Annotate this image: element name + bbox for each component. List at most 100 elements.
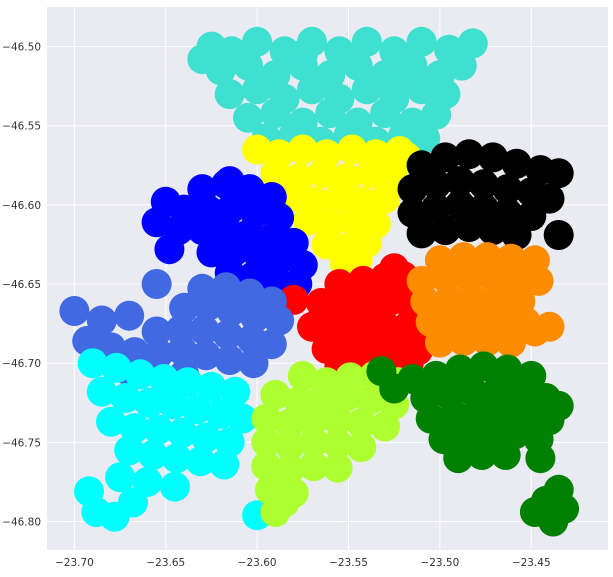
x-tick-label: −23.55: [329, 557, 368, 569]
cluster-series: [366, 351, 580, 537]
data-point: [125, 359, 156, 390]
x-tick-label: −23.65: [146, 557, 185, 569]
data-point: [240, 302, 271, 333]
data-point: [410, 123, 441, 154]
data-point: [227, 403, 258, 434]
data-point: [430, 142, 461, 173]
data-point: [490, 440, 521, 470]
data-point: [406, 74, 437, 105]
data-point: [351, 26, 382, 57]
data-point: [430, 215, 461, 246]
data-point: [242, 74, 273, 105]
data-point: [134, 387, 165, 418]
data-point: [264, 305, 295, 336]
data-point: [424, 327, 455, 358]
data-point: [538, 506, 569, 537]
data-point: [454, 212, 485, 242]
data-point: [430, 262, 461, 293]
data-point: [287, 360, 318, 391]
data-point: [181, 394, 212, 425]
data-point: [492, 354, 523, 385]
data-point: [406, 218, 437, 249]
data-point: [472, 326, 503, 356]
data-point: [477, 262, 508, 293]
data-point: [242, 26, 273, 57]
data-point: [233, 102, 263, 133]
data-point: [275, 430, 305, 461]
data-point: [167, 335, 198, 366]
data-point: [298, 405, 329, 436]
data-point: [169, 292, 200, 323]
data-point: [397, 174, 428, 205]
data-point: [214, 79, 245, 110]
data-point: [74, 476, 104, 507]
data-point: [311, 229, 342, 260]
data-point: [443, 443, 474, 474]
data-point: [457, 28, 488, 59]
data-point: [251, 451, 282, 482]
cluster-series: [251, 360, 413, 527]
data-point: [212, 319, 243, 350]
data-point: [260, 379, 291, 410]
data-point: [355, 158, 386, 189]
y-tick-label: −46.70: [2, 358, 41, 370]
data-point: [370, 411, 401, 442]
x-tick-label: −23.70: [55, 557, 94, 569]
data-point: [260, 98, 291, 129]
data-point: [379, 253, 410, 284]
data-point: [307, 158, 338, 189]
data-point: [141, 269, 172, 299]
y-tick-labels: −46.50 −46.55 −46.60 −46.65 −46.70 −46.75 −46.…: [2, 42, 41, 529]
data-point: [167, 417, 198, 448]
data-point: [251, 403, 282, 434]
y-tick-label: −46.80: [2, 517, 41, 529]
data-point: [216, 296, 247, 326]
data-point: [105, 462, 136, 493]
data-point: [149, 364, 179, 394]
data-point: [523, 265, 554, 296]
data-point: [287, 134, 318, 165]
data-point: [379, 66, 410, 97]
data-point: [269, 487, 300, 518]
data-point: [370, 98, 401, 129]
data-point: [445, 354, 475, 385]
data-point: [275, 454, 305, 485]
data-point: [379, 373, 410, 404]
data-point: [214, 345, 245, 375]
data-point: [525, 443, 556, 474]
data-point: [468, 169, 499, 200]
data-point: [534, 311, 565, 342]
data-point: [138, 440, 168, 470]
data-point: [256, 329, 287, 360]
data-point: [306, 288, 337, 318]
data-point: [211, 272, 242, 303]
data-point: [322, 428, 353, 459]
data-point: [466, 440, 497, 470]
data-point: [370, 183, 401, 214]
data-point: [501, 148, 532, 179]
x-tick-labels: −23.70 −23.65 −23.60 −23.55 −23.50 −23.45: [55, 557, 551, 569]
data-point: [496, 327, 527, 358]
data-point: [214, 166, 245, 197]
data-point: [448, 326, 479, 356]
data-point: [101, 352, 132, 383]
data-point: [543, 220, 574, 250]
data-point: [454, 139, 485, 170]
data-point: [238, 348, 269, 379]
data-point: [287, 39, 318, 70]
data-point: [298, 451, 329, 482]
data-point: [143, 338, 174, 369]
cluster-series: [187, 26, 488, 157]
data-point: [322, 452, 353, 483]
data-point: [159, 471, 190, 502]
cluster-series: [406, 242, 565, 358]
data-point: [346, 432, 377, 463]
y-tick-label: −46.60: [2, 200, 41, 212]
data-point: [337, 134, 368, 165]
data-point: [141, 316, 172, 347]
data-point: [355, 384, 386, 415]
data-point: [492, 174, 523, 205]
data-point: [189, 315, 220, 345]
